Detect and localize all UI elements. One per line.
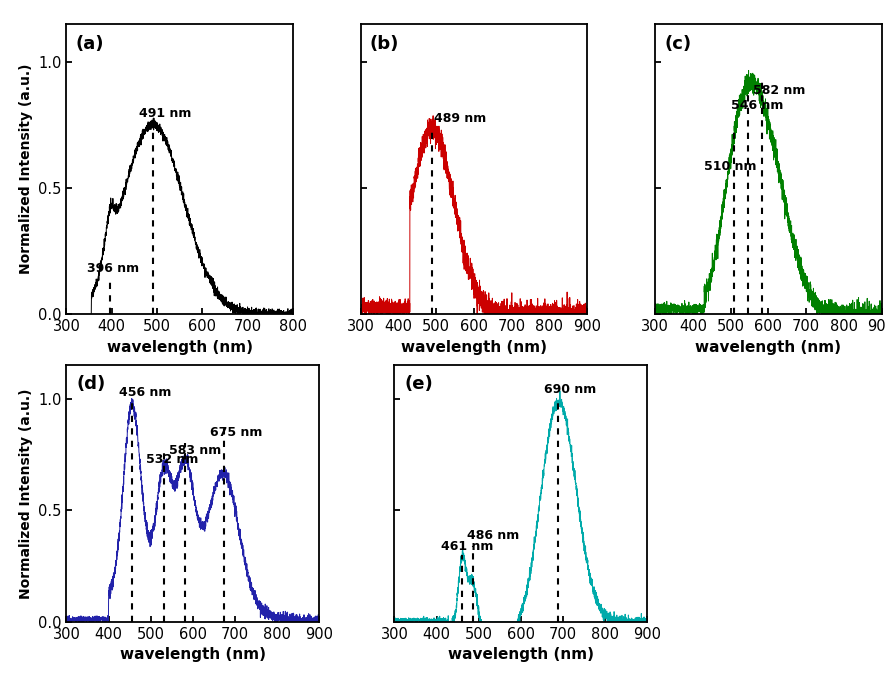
Y-axis label: Normalized Intensity (a.u.): Normalized Intensity (a.u.) — [19, 388, 33, 599]
Text: 583 nm: 583 nm — [169, 443, 222, 456]
Text: 486 nm: 486 nm — [467, 529, 519, 541]
Text: (d): (d) — [76, 375, 105, 393]
Text: 532 nm: 532 nm — [146, 452, 198, 466]
Text: 396 nm: 396 nm — [87, 262, 139, 275]
X-axis label: wavelength (nm): wavelength (nm) — [106, 340, 253, 355]
Text: (c): (c) — [664, 35, 691, 53]
Text: 461 nm: 461 nm — [440, 539, 494, 553]
Text: (e): (e) — [405, 375, 433, 393]
Text: 675 nm: 675 nm — [210, 426, 262, 439]
X-axis label: wavelength (nm): wavelength (nm) — [696, 340, 842, 355]
Text: 491 nm: 491 nm — [139, 107, 191, 120]
Text: 510 nm: 510 nm — [704, 160, 757, 173]
Text: 546 nm: 546 nm — [731, 99, 783, 112]
Text: 456 nm: 456 nm — [119, 385, 171, 399]
X-axis label: wavelength (nm): wavelength (nm) — [447, 648, 594, 662]
Y-axis label: Normalized Intensity (a.u.): Normalized Intensity (a.u.) — [19, 64, 33, 274]
Text: 582 nm: 582 nm — [752, 84, 804, 97]
Text: 690 nm: 690 nm — [544, 383, 596, 396]
X-axis label: wavelength (nm): wavelength (nm) — [120, 648, 266, 662]
Text: (b): (b) — [369, 35, 400, 53]
Text: (a): (a) — [75, 35, 104, 53]
Text: 489 nm: 489 nm — [434, 112, 486, 125]
X-axis label: wavelength (nm): wavelength (nm) — [401, 340, 547, 355]
